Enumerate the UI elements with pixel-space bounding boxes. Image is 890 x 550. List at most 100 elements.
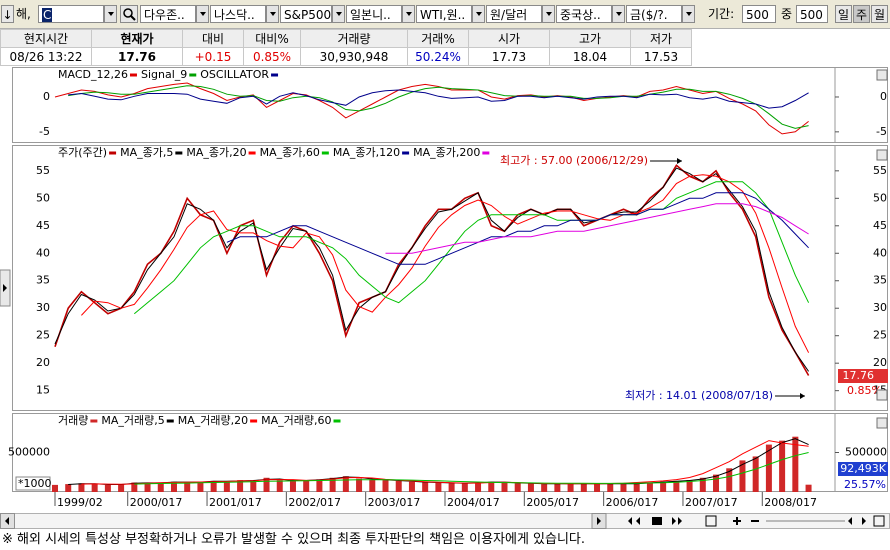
volume-bar	[131, 482, 138, 492]
arrow-button[interactable]: ↓	[1, 5, 14, 23]
volume-bar	[501, 482, 508, 492]
x-tick-label: 2006/017	[606, 496, 659, 509]
collapse-button[interactable]	[876, 69, 888, 81]
end-button[interactable]	[862, 517, 866, 525]
mid-label: 중	[781, 7, 793, 21]
symbol-input[interactable]: C	[38, 5, 104, 23]
day-button[interactable]: 일	[835, 5, 852, 23]
legend-label: OSCILLATOR	[200, 68, 269, 81]
dropdown-arrow[interactable]	[332, 5, 345, 23]
series-line	[54, 167, 810, 372]
unit-box	[15, 476, 51, 491]
index-select[interactable]: 금($/?.	[626, 5, 682, 23]
index-select[interactable]: 다우존..	[140, 5, 196, 23]
quote-header: 대비	[182, 29, 244, 48]
first-button[interactable]	[636, 517, 640, 525]
index-select[interactable]: 중국상..	[556, 5, 612, 23]
volume-bar	[805, 484, 812, 492]
dropdown-arrow[interactable]	[196, 5, 209, 23]
x-tick-label: 2000/017	[130, 496, 183, 509]
quote-table: 현지시간 현재가 대비 대비% 거래량 거래% 시가 고가 저가 08/26 1…	[0, 29, 692, 66]
chart-area: 00-5-5MACD_12,26Signal_9OSCILLATOR151520…	[0, 67, 888, 509]
last-label: 92,493K	[840, 462, 886, 475]
quote-header: 대비%	[243, 29, 301, 48]
window-button[interactable]	[873, 515, 885, 527]
period-input[interactable]: 500	[796, 5, 828, 23]
zoom-box[interactable]	[705, 515, 717, 527]
dropdown-arrow[interactable]	[682, 5, 695, 23]
y-tick-label: 55	[36, 164, 50, 177]
y-tick-label: -5	[39, 125, 50, 138]
volume-bar	[52, 484, 58, 492]
volume-bar	[726, 468, 733, 492]
toolbar: ↓ 해, C 다우존.. 나스닥.. S&P500 일본니.. WTI,원.. …	[0, 0, 890, 29]
series-line	[134, 452, 809, 485]
y-tick-label: 30	[873, 301, 887, 314]
index-select[interactable]: S&P500	[280, 5, 332, 23]
end-button[interactable]	[848, 517, 852, 525]
stop-button[interactable]	[652, 517, 662, 525]
volume-bar	[673, 480, 680, 492]
volume-bar	[514, 483, 521, 492]
next-button[interactable]	[678, 517, 682, 525]
panel-frame	[12, 67, 888, 143]
volume-bar	[554, 483, 561, 492]
volume-bar	[157, 482, 164, 492]
dropdown-arrow[interactable]	[402, 5, 415, 23]
legend-label: MA_종가,20	[186, 146, 246, 159]
month-button[interactable]: 월	[871, 5, 888, 23]
volume-bar	[580, 483, 587, 492]
y-tick-label: 50	[36, 191, 50, 204]
y-tick-label: -5	[876, 125, 887, 138]
x-tick-label: 2004/017	[447, 496, 500, 509]
dropdown-arrow[interactable]	[612, 5, 625, 23]
legend-label: MA_종가,200	[413, 146, 480, 159]
volume-bar	[752, 456, 759, 492]
volume-bar	[792, 436, 799, 492]
volume-bar	[395, 480, 402, 492]
quote-high: 18.04	[549, 47, 631, 66]
index-select[interactable]: 일본니..	[346, 5, 402, 23]
dropdown-arrow[interactable]	[472, 5, 485, 23]
market-label: 해,	[16, 7, 31, 21]
search-button[interactable]	[120, 5, 138, 23]
volume-bar	[779, 440, 786, 492]
notice: ※ 해외 시세의 특성상 부정확하거나 오류가 발생할 수 있으며 최종 투자판…	[0, 530, 890, 550]
y-tick-label: 45	[873, 219, 887, 232]
week-button[interactable]: 주	[853, 5, 870, 23]
volume-bar	[713, 474, 720, 492]
period-input[interactable]: 500	[742, 5, 776, 23]
y-tick-label: 30	[36, 301, 50, 314]
legend-label: MA_종가,60	[260, 146, 320, 159]
index-select[interactable]: 나스닥..	[210, 5, 266, 23]
index-select[interactable]: WTI,원..	[416, 5, 472, 23]
collapse-button[interactable]	[876, 389, 888, 401]
volume-bar	[660, 481, 667, 492]
legend-label: 주가(주간)	[58, 146, 107, 159]
volume-bar	[369, 479, 376, 492]
quote-header: 현재가	[91, 29, 183, 48]
next-button[interactable]	[672, 517, 676, 525]
series-line	[81, 174, 810, 353]
dropdown-arrow[interactable]	[104, 5, 117, 23]
index-select[interactable]: 원/달러	[486, 5, 542, 23]
x-tick-label: 2007/017	[685, 496, 738, 509]
series-line	[68, 85, 809, 129]
annotation: 최고가 : 57.00 (2006/12/29)	[500, 154, 648, 167]
scroll-bar	[0, 513, 890, 529]
collapse-button[interactable]	[876, 417, 888, 429]
y-tick-label: 500000	[845, 446, 887, 459]
volume-bar	[316, 479, 323, 492]
x-tick-label: 2001/017	[209, 496, 262, 509]
quote-header: 시가	[468, 29, 550, 48]
volume-bar	[382, 480, 389, 492]
quote-header: 저가	[630, 29, 692, 48]
volume-bar	[765, 444, 772, 492]
dropdown-arrow[interactable]	[266, 5, 279, 23]
dropdown-arrow[interactable]	[542, 5, 555, 23]
volume-bar	[646, 482, 653, 492]
x-tick-label: 2002/017	[288, 496, 341, 509]
y-tick-label: 15	[36, 384, 50, 397]
first-button[interactable]	[628, 517, 632, 525]
collapse-button[interactable]	[876, 149, 888, 161]
